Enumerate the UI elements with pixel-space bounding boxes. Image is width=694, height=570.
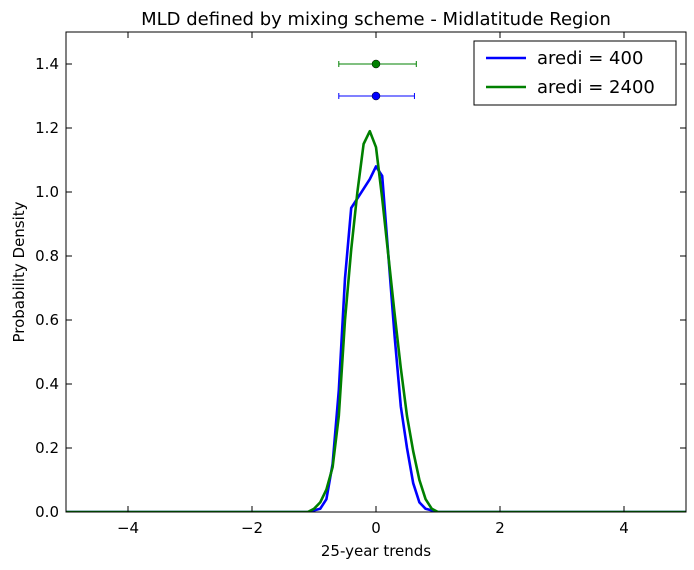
- series-line-1: [66, 165, 686, 512]
- y-tick-label: 1.2: [35, 119, 59, 137]
- axes: −4 −2 0 2 4 0.0 0.2 0.4 0.6 0.8 1.0 1.2 1.4: [35, 31, 687, 537]
- legend-box: [473, 40, 677, 106]
- errorbar-mean-marker: [371, 59, 381, 69]
- y-axis-label: Probability Density: [10, 201, 28, 342]
- x-tick-label: 2: [495, 519, 505, 537]
- legend-label: aredi = 2400: [537, 77, 655, 98]
- x-tick-label: 0: [371, 519, 381, 537]
- y-tick-label: 0.6: [35, 311, 59, 329]
- x-tick-label: −2: [241, 519, 263, 537]
- x-tick-label: −4: [117, 519, 139, 537]
- x-axis-label: 25-year trends: [321, 542, 431, 560]
- series-line-2: [66, 129, 686, 512]
- y-tick-label: 0.4: [35, 375, 59, 393]
- errorbar-mean-marker: [371, 91, 381, 101]
- y-tick-label: 1.0: [35, 183, 59, 201]
- y-tick-label: 0.8: [35, 247, 59, 265]
- plot-area: [66, 59, 686, 512]
- legend: aredi = 400 aredi = 2400: [473, 40, 677, 106]
- errorbar-1: [338, 59, 417, 69]
- chart-title: MLD defined by mixing scheme - Midlatitu…: [141, 9, 611, 30]
- y-tick-label: 1.4: [35, 55, 59, 73]
- y-tick-label: 0.2: [35, 439, 59, 457]
- y-tick-label: 0.0: [35, 503, 59, 521]
- x-tick-label: 4: [619, 519, 629, 537]
- series-group: [66, 129, 686, 512]
- legend-label: aredi = 400: [537, 48, 643, 69]
- errorbar-2: [338, 91, 415, 101]
